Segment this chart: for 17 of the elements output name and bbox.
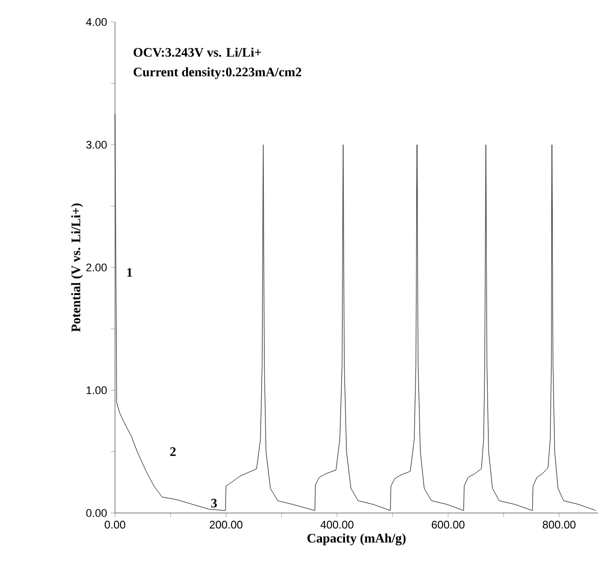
annotation: OCV:3.243V vs. Li/Li+ [134,48,261,57]
annotation: 2 [170,447,176,456]
y-axis-title: Potential (V vs. Li/Li+) [71,204,83,332]
y-tick-label: 1.00 [86,386,107,394]
y-tick-label: 3.00 [86,140,107,149]
x-tick-label: 0.00 [104,520,126,529]
annotation: 3 [211,498,217,508]
x-axis-title: Capacity (mAh/g) [307,533,406,546]
annotation: 1 [127,268,132,277]
x-tick-label: 400.00 [320,520,354,529]
y-tick-label: 2.00 [86,264,107,272]
y-tick-label: 0.00 [86,509,107,517]
x-tick-label: 600.00 [432,520,464,529]
annotation: Current density:0.223mA/cm2 [134,67,302,80]
x-tick-label: 800.00 [542,520,576,529]
y-tick-label: 4.00 [86,18,107,26]
x-tick-label: 200.00 [210,520,242,529]
